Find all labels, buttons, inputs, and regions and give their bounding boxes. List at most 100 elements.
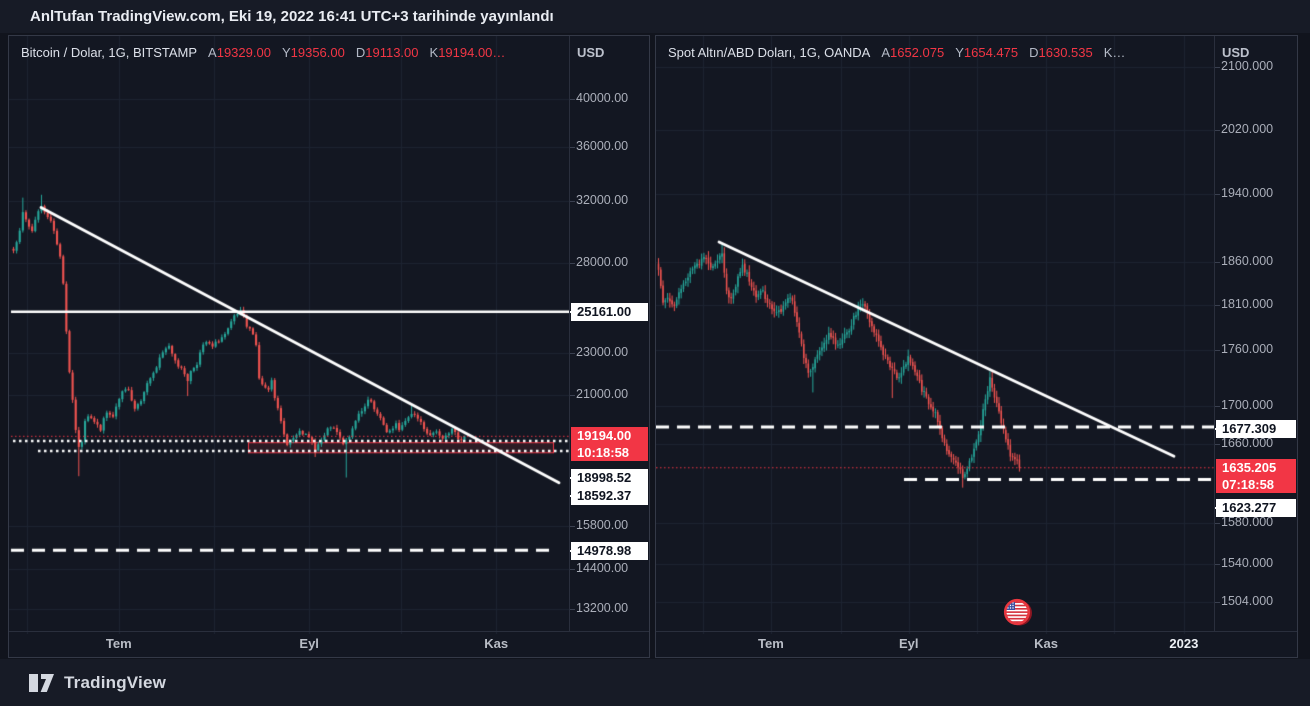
axis-currency-label: USD: [1222, 45, 1250, 60]
time-tick-label: Eyl: [899, 636, 919, 651]
price-tick-label: 1504.000: [1221, 593, 1274, 608]
price-tick-mark: [1215, 350, 1220, 352]
quote-value: …: [1112, 45, 1126, 60]
price-tick-label: 14400.00: [576, 560, 629, 575]
price-tick-mark: [1215, 261, 1220, 263]
chart-panel-btcusd: Bitcoin / Dolar, 1G, BITSTAMP A19329.00 Y1…: [8, 35, 650, 658]
quote-letter: A: [881, 45, 890, 60]
price-tick-mark: [1215, 601, 1220, 603]
symbol-title[interactable]: Spot Altın/ABD Doları, 1G, OANDA: [668, 45, 871, 60]
tradingview-logo-icon[interactable]: [28, 673, 55, 693]
brand-name[interactable]: TradingView: [64, 672, 167, 692]
price-tick-mark: [1215, 522, 1220, 524]
price-tick-label: 15800.00: [576, 517, 629, 532]
price-axis[interactable]: USD 2100.000 2020.000 1940.000 1860.000 1810.…: [1214, 36, 1298, 632]
quote-value: 19113.00: [365, 45, 419, 60]
axis-currency-label: USD: [577, 45, 605, 60]
price-tick-mark: [570, 98, 575, 100]
time-tick-label: Eyl: [299, 636, 319, 651]
time-tick-label: Kas: [484, 636, 509, 651]
price-tick-label: 23000.00: [576, 345, 629, 360]
price-tick-label: 1760.000: [1221, 342, 1274, 357]
level-tick-mark: [1215, 507, 1221, 509]
price-chart-canvas-xauusd[interactable]: [656, 36, 1214, 634]
last-price-label: 1635.205 07:18:58: [1216, 458, 1296, 493]
quote-letter: A: [208, 45, 217, 60]
quote-letter: Y: [955, 45, 964, 60]
price-tick-mark: [1215, 443, 1220, 445]
quote-value: 1630.535: [1038, 45, 1093, 60]
bar-countdown: 10:18:58: [577, 445, 630, 461]
chart-header: Spot Altın/ABD Doları, 1G, OANDA A1652.07…: [668, 45, 1125, 60]
price-tick-mark: [570, 353, 575, 355]
quote-letter: Y: [281, 45, 291, 60]
time-tick-label: Tem: [758, 636, 784, 651]
price-tick-mark: [1215, 563, 1220, 565]
price-tick-mark: [1215, 405, 1220, 407]
price-tick-mark: [1215, 194, 1220, 196]
quote-letter: D: [1029, 45, 1039, 60]
price-tick-mark: [570, 394, 575, 396]
last-price-value: 19194.00: [577, 428, 632, 444]
quote-letter: K: [1103, 45, 1113, 60]
quote-value: 1652.075: [889, 45, 945, 60]
price-tick-mark: [1215, 305, 1220, 307]
us-flag-event-icon[interactable]: [1001, 595, 1035, 634]
symbol-title[interactable]: Bitcoin / Dolar, 1G, BITSTAMP: [21, 45, 198, 60]
price-tick-mark: [1215, 67, 1220, 69]
level-tick-mark: [570, 311, 576, 313]
price-tick-label: 28000.00: [576, 254, 629, 269]
time-tick-label: Kas: [1034, 636, 1058, 651]
time-axis[interactable]: Tem Eyl Kas 2023: [656, 631, 1297, 657]
price-tick-label: 1540.000: [1221, 555, 1274, 570]
price-tick-mark: [570, 608, 575, 610]
price-tick-mark: [570, 262, 575, 264]
level-price-label: 14978.98: [571, 542, 648, 560]
last-price-label: 19194.00 10:18:58: [571, 427, 648, 462]
level-price-label: 25161.00: [571, 303, 648, 321]
price-chart-canvas-btcusd[interactable]: [9, 36, 569, 634]
price-tick-label: 2100.000: [1221, 59, 1274, 74]
level-tick-mark: [570, 495, 576, 497]
quote-letter: K: [429, 45, 439, 60]
publish-bar: AnlTufan TradingView.com, Eki 19, 2022 1…: [0, 0, 1310, 33]
price-tick-mark: [570, 525, 575, 527]
price-tick-label: 13200.00: [576, 600, 629, 615]
time-tick-label: Tem: [105, 636, 132, 651]
level-price-label: 18998.52: [571, 469, 648, 487]
last-price-value: 1635.205: [1222, 459, 1277, 475]
level-price-label: 18592.37: [571, 487, 648, 505]
price-tick-label: 1940.000: [1221, 186, 1274, 201]
quote-value: 19194.00…: [438, 45, 506, 60]
price-tick-label: 1580.000: [1221, 514, 1274, 529]
price-tick-label: 32000.00: [576, 193, 629, 208]
quote-value: 19356.00: [290, 45, 345, 60]
chart-panel-xauusd: Spot Altın/ABD Doları, 1G, OANDA A1652.07…: [655, 35, 1298, 658]
price-tick-mark: [570, 568, 575, 570]
price-tick-label: 1810.000: [1221, 297, 1274, 312]
price-tick-mark: [570, 147, 575, 148]
level-tick-mark: [570, 477, 576, 479]
level-tick-mark: [1215, 428, 1221, 430]
price-tick-label: 40000.00: [576, 90, 629, 105]
price-tick-label: 36000.00: [576, 139, 629, 153]
quote-letter: D: [355, 45, 366, 60]
level-price-label: 1623.277: [1216, 499, 1296, 517]
price-tick-label: 2020.000: [1221, 121, 1274, 136]
price-tick-mark: [570, 201, 575, 203]
time-axis[interactable]: Tem Eyl Kas: [9, 631, 649, 657]
bottom-bar: TradingView: [0, 659, 1310, 706]
price-tick-label: 1860.000: [1221, 253, 1274, 268]
quote-value: 1654.475: [963, 45, 1019, 60]
price-tick-mark: [1215, 129, 1220, 131]
price-tick-label: 1660.000: [1221, 435, 1274, 450]
bar-countdown: 07:18:58: [1222, 476, 1275, 492]
time-tick-label: 2023: [1169, 636, 1199, 651]
price-tick-label: 21000.00: [576, 386, 629, 401]
quote-value: 19329.00: [216, 45, 271, 60]
price-tick-label: 1700.000: [1221, 397, 1274, 412]
level-price-label: 1677.309: [1216, 420, 1296, 438]
price-axis[interactable]: USD 40000.00 36000.00 32000.00 28000.00 23000…: [569, 36, 650, 632]
level-tick-mark: [570, 550, 576, 552]
chart-header: Bitcoin / Dolar, 1G, BITSTAMP A19329.00 Y1…: [21, 45, 505, 60]
